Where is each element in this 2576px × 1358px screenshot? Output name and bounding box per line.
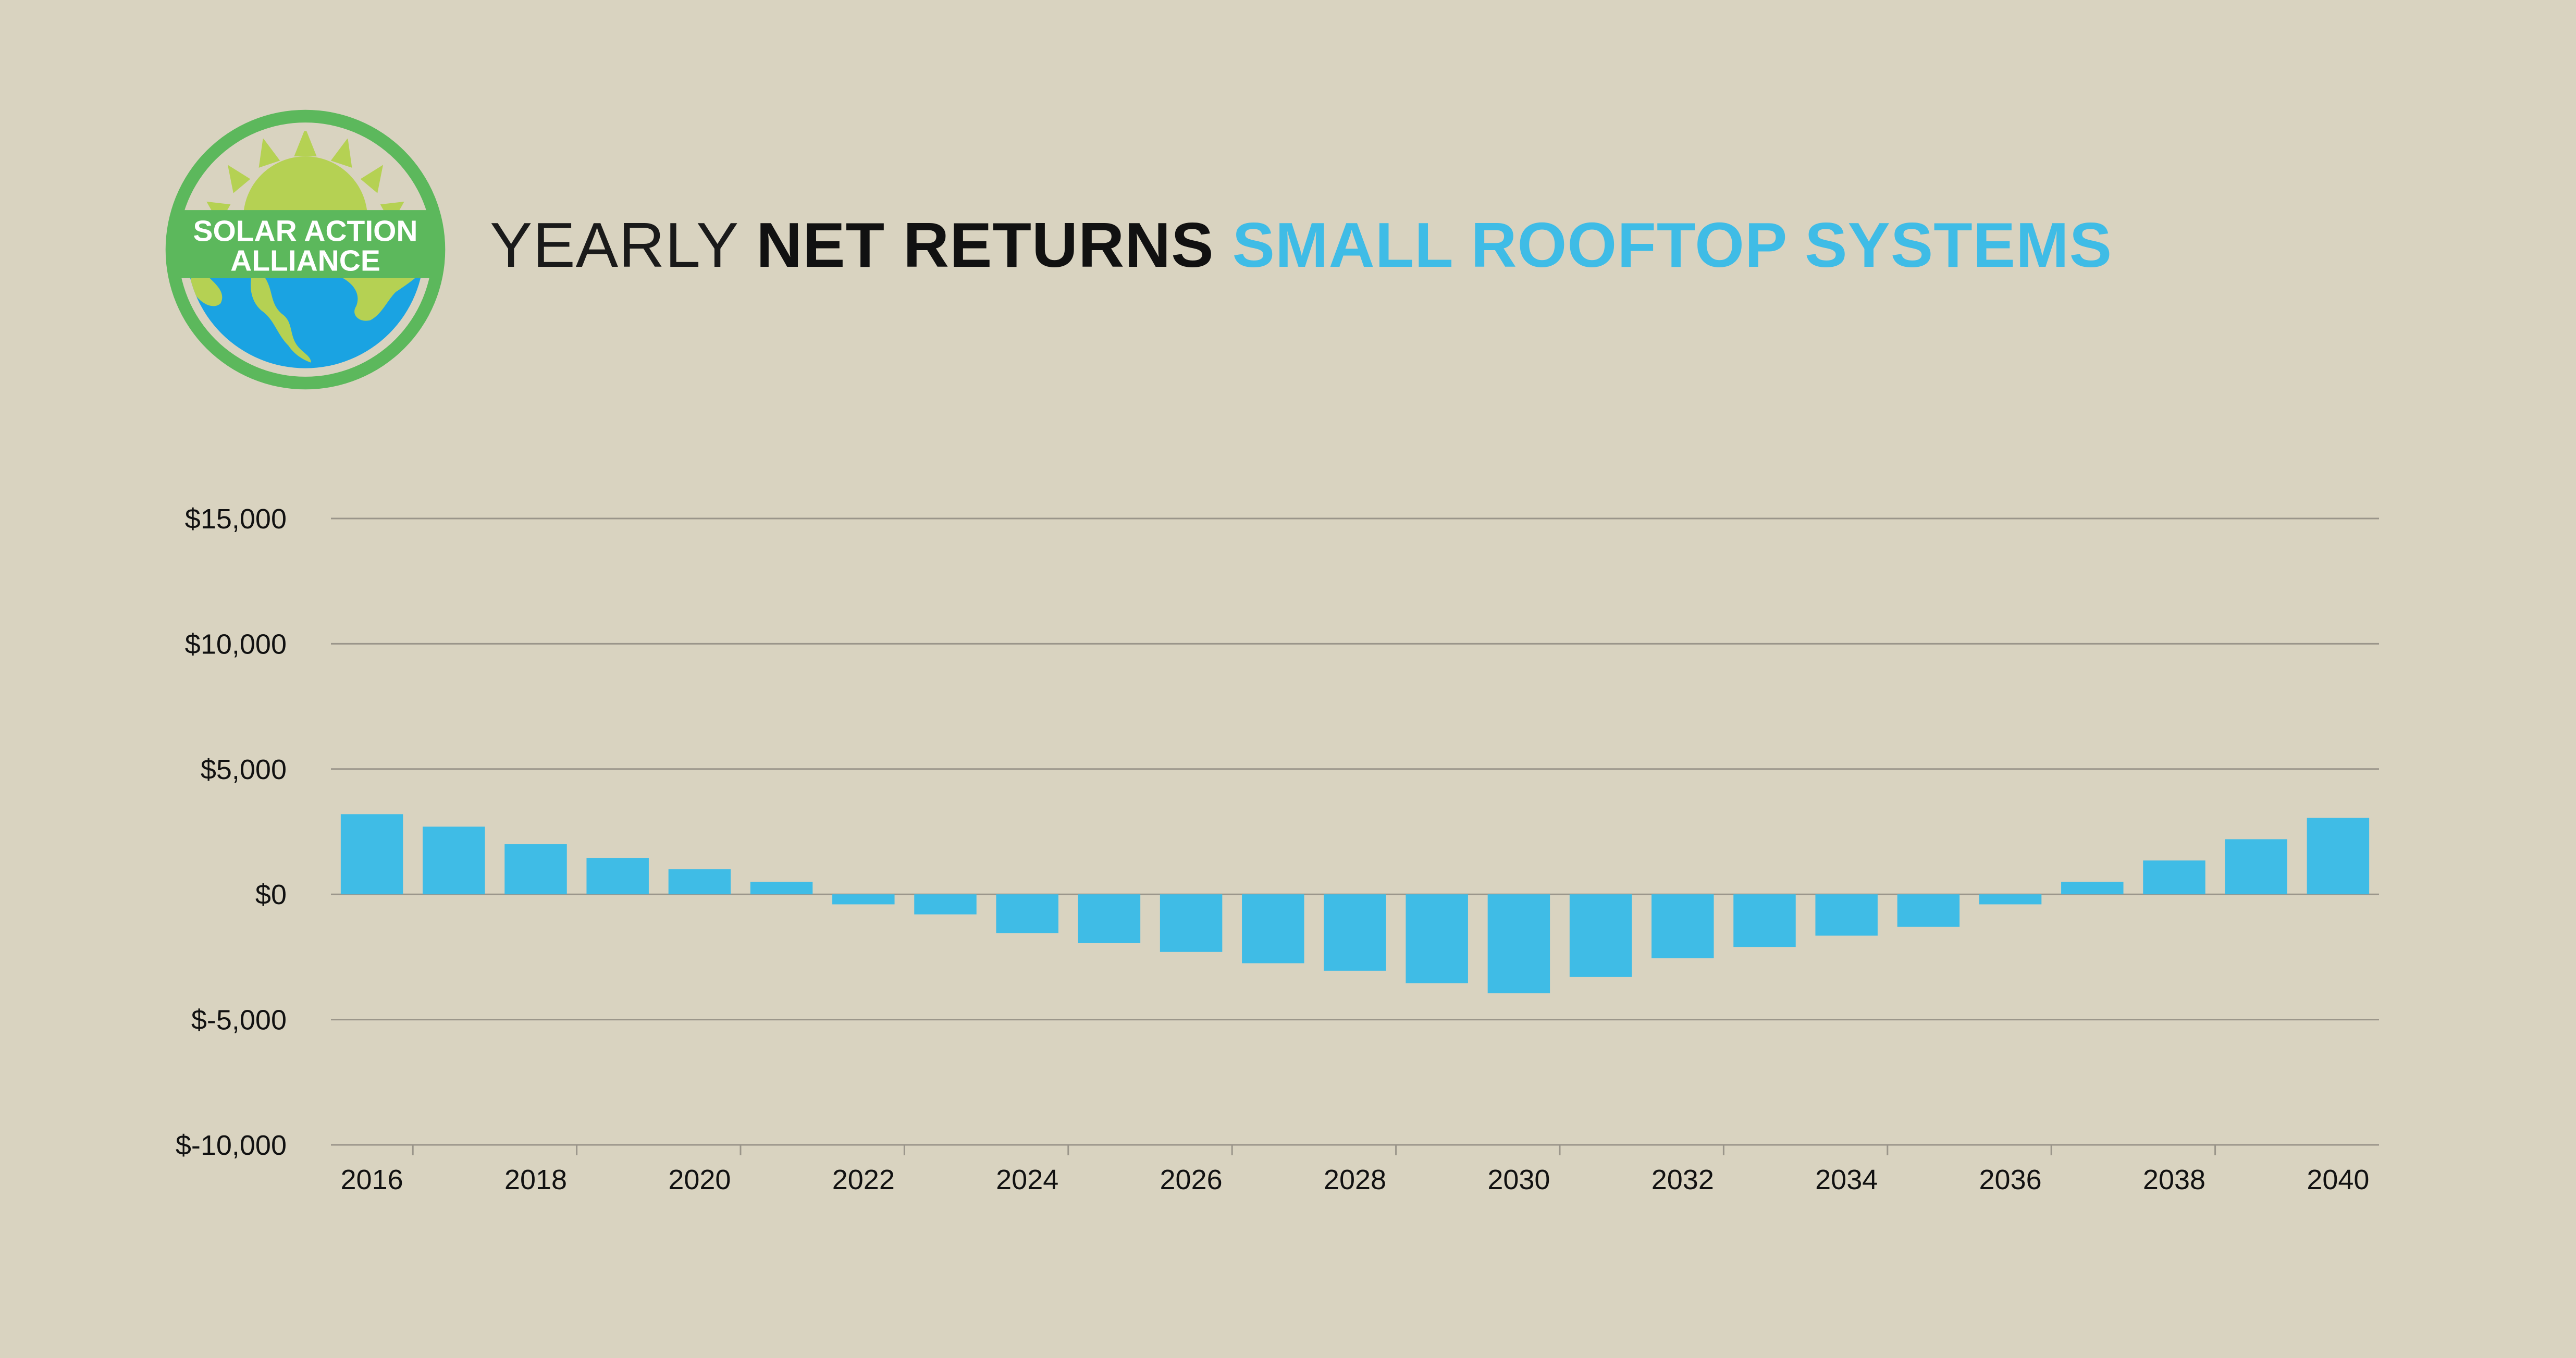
y-tick-label: $10,000 [185,628,287,660]
bar-2039 [2225,839,2287,895]
x-tick-label: 2040 [2307,1164,2369,1195]
bar-2031 [1569,894,1632,977]
bar-2017 [423,826,485,895]
bar-2029 [1406,894,1468,983]
x-tick-label: 2034 [1815,1164,1878,1195]
y-tick-label: $15,000 [185,503,287,535]
grid-lines [331,517,2379,1146]
x-tick-label: 2030 [1487,1164,1550,1195]
bar-2037 [2061,882,2124,895]
y-axis-labels: $15,000 $10,000 $5,000 $0 $-5,000 $-10,000 [176,503,287,1161]
x-tick-label: 2032 [1651,1164,1714,1195]
bar-2036 [1979,894,2042,905]
x-tick-label: 2018 [504,1164,567,1195]
bar-2016 [340,814,403,895]
bar-2022 [832,894,895,905]
bar-2020 [668,869,731,895]
y-tick-label: $-10,000 [176,1130,287,1161]
x-tick-label: 2036 [1979,1164,2042,1195]
x-tick-label: 2016 [341,1164,403,1195]
bar-2018 [504,844,567,895]
bar-2019 [586,858,649,895]
bar-2027 [1242,894,1304,964]
bar-2034 [1815,894,1878,936]
bar-2040 [2307,818,2370,895]
bar-chart: $15,000 $10,000 $5,000 $0 $-5,000 $-10,000 20… [176,503,2379,1195]
bar-2025 [1078,894,1141,943]
bar-2021 [750,882,813,895]
x-tick-label: 2020 [668,1164,731,1195]
bar-2030 [1487,894,1550,994]
bar-2026 [1160,894,1223,952]
title-part-yearly: YEARLY [490,209,757,280]
chart-title: YEARLY NET RETURNS SMALL ROOFTOP SYSTEMS [490,206,2112,284]
x-tick-label: 2024 [996,1164,1058,1195]
title-part-small-rooftop-systems: SMALL ROOFTOP SYSTEMS [1214,209,2113,280]
bar-2024 [996,894,1058,933]
bar-2023 [914,894,977,915]
x-tick-label: 2022 [832,1164,895,1195]
bar-2035 [1897,894,1960,927]
title-part-net-returns: NET RETURNS [756,209,1214,280]
logo-text-line1: SOLAR ACTION [193,215,418,248]
x-tick-label: 2038 [2143,1164,2205,1195]
bars [340,814,2370,994]
bar-2033 [1733,894,1796,947]
solar-action-alliance-logo: SOLAR ACTION ALLIANCE [165,109,446,390]
x-tick-label: 2026 [1160,1164,1223,1195]
x-axis: 2016 2018 2020 2022 2024 2026 2028 2030 2032 2034… [341,1145,2369,1195]
y-tick-label: $5,000 [201,754,287,785]
bar-2028 [1324,894,1386,971]
x-tick-label: 2028 [1324,1164,1386,1195]
bar-2032 [1651,894,1714,958]
y-tick-label: $0 [255,879,287,910]
y-tick-label: $-5,000 [191,1005,287,1036]
logo-text-line2: ALLIANCE [230,244,380,278]
bar-2038 [2143,860,2205,895]
